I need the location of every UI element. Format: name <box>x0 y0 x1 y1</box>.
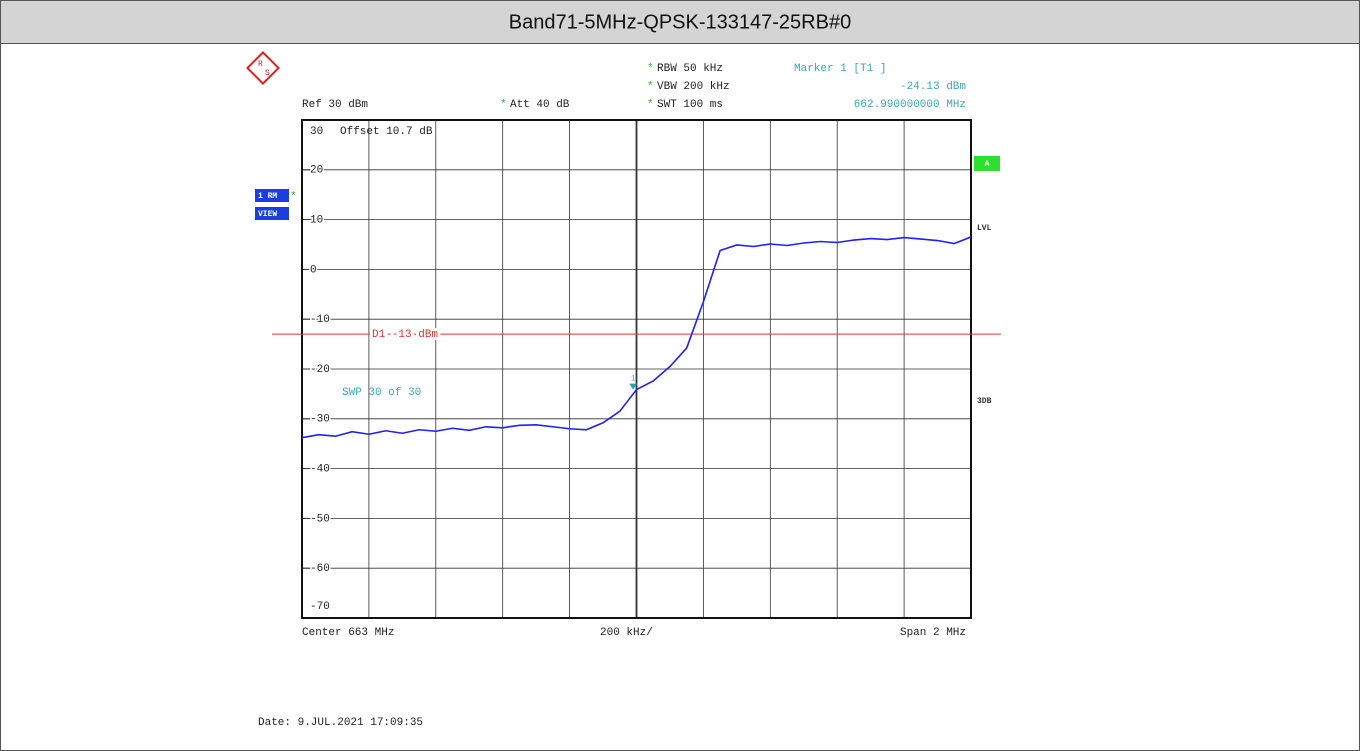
star: * <box>290 191 297 203</box>
per-div-label: 200 kHz/ <box>600 627 653 639</box>
y-tick-label: -50 <box>310 513 330 525</box>
y-tick-label: -10 <box>310 314 330 326</box>
a-box <box>974 156 1000 171</box>
sweep-label: SWP 30 of 30 <box>342 387 421 399</box>
y-tick-label: -70 <box>310 601 330 613</box>
ref-label: Ref 30 dBm <box>302 99 368 111</box>
marker-freq: 662.990000000 MHz <box>854 99 966 111</box>
marker-level: -24.13 dBm <box>900 81 966 93</box>
y-tick-label: 10 <box>310 215 323 227</box>
marker-name: 1 <box>631 375 636 384</box>
star: * <box>647 81 654 93</box>
star: * <box>500 99 507 111</box>
rs-logo: R S <box>246 51 280 85</box>
star: * <box>647 99 654 111</box>
lvl-label: LVL <box>977 224 992 233</box>
y-tick-label: 30 <box>310 126 323 138</box>
center-label: Center 663 MHz <box>302 627 394 639</box>
y-tick-label: -60 <box>310 563 330 575</box>
logo-s: S <box>265 69 270 78</box>
3db-label: 3DB <box>977 397 992 406</box>
plot-border <box>301 119 972 619</box>
y-tick-label: 0 <box>310 264 317 276</box>
a-label: A <box>985 160 990 169</box>
view-box <box>255 207 289 220</box>
view-label: VIEW <box>258 210 277 219</box>
trace-label: 1 RM <box>258 192 277 201</box>
logo-r: R <box>258 60 263 69</box>
span-label: Span 2 MHz <box>900 627 966 639</box>
marker-label: Marker 1 [T1 ] <box>794 63 886 75</box>
vbw-label: VBW 200 kHz <box>657 81 730 93</box>
star: * <box>647 63 654 75</box>
att-label: Att 40 dB <box>510 99 570 111</box>
offset-label: Offset 10.7 dB <box>340 126 433 138</box>
trace-box <box>255 189 289 202</box>
y-tick-label: 20 <box>310 165 323 177</box>
display-line-label: D1 -13 dBm <box>372 329 438 341</box>
y-tick-label: -30 <box>310 414 330 426</box>
title-bar <box>0 0 1360 44</box>
y-tick-label: -40 <box>310 464 330 476</box>
trace <box>301 236 972 439</box>
marker <box>629 383 638 390</box>
date-label: Date: 9.JUL.2021 17:09:35 <box>258 717 423 729</box>
swt-label: SWT 100 ms <box>657 99 723 111</box>
rbw-label: RBW 50 kHz <box>657 63 723 75</box>
y-tick-label: -20 <box>310 364 330 376</box>
chart-title: Band71-5MHz-QPSK-133147-25RB#0 <box>509 11 851 33</box>
